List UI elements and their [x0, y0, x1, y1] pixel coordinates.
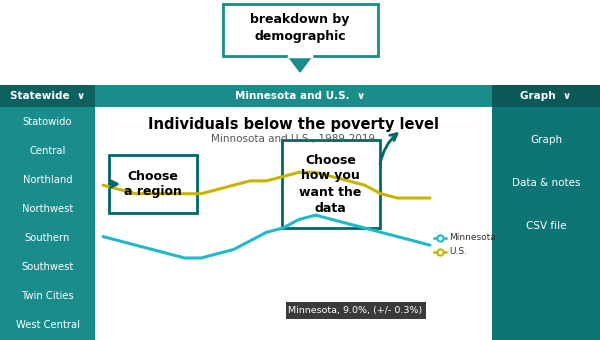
Text: West Central: West Central [16, 320, 79, 330]
Bar [492, 85, 600, 107]
FancyBboxPatch shape [286, 302, 425, 319]
Bar [0, 85, 95, 107]
Bar [0, 85, 600, 107]
Text: Minnesota and U.S.  ∨: Minnesota and U.S. ∨ [235, 91, 365, 101]
Text: Northland: Northland [23, 175, 73, 185]
Text: CSV file: CSV file [526, 221, 566, 231]
Bar [0, 107, 95, 340]
Text: Southern: Southern [25, 233, 70, 243]
Text: Choose
how you
want the
data: Choose how you want the data [299, 153, 362, 215]
Text: Minnesota, 9.0%, (+/- 0.3%): Minnesota, 9.0%, (+/- 0.3%) [289, 306, 422, 315]
Text: Choose
a region: Choose a region [124, 170, 182, 199]
Bar [492, 107, 600, 340]
Text: U.S.: U.S. [449, 248, 467, 256]
Text: Graph  ∨: Graph ∨ [520, 91, 572, 101]
Text: Individuals below the poverty level: Individuals below the poverty level [148, 118, 439, 133]
FancyBboxPatch shape [109, 155, 197, 213]
Text: Central: Central [29, 146, 65, 156]
Text: Twin Cities: Twin Cities [21, 291, 74, 301]
Text: Statewide  ∨: Statewide ∨ [10, 91, 85, 101]
Text: Graph: Graph [530, 135, 562, 146]
Bar [95, 107, 492, 340]
FancyBboxPatch shape [281, 140, 380, 228]
FancyBboxPatch shape [223, 4, 377, 56]
Text: breakdown by
demographic: breakdown by demographic [250, 13, 350, 43]
Bar [0, 0, 600, 85]
Text: Southwest: Southwest [22, 262, 74, 272]
Text: Data & notes: Data & notes [512, 178, 580, 188]
Polygon shape [288, 56, 312, 72]
Text: Minnesota: Minnesota [449, 234, 496, 242]
Text: Northwest: Northwest [22, 204, 73, 214]
Text: Statowido: Statowido [23, 117, 72, 126]
Text: Minnosota and U.S., 1989-2019: Minnosota and U.S., 1989-2019 [211, 134, 376, 144]
